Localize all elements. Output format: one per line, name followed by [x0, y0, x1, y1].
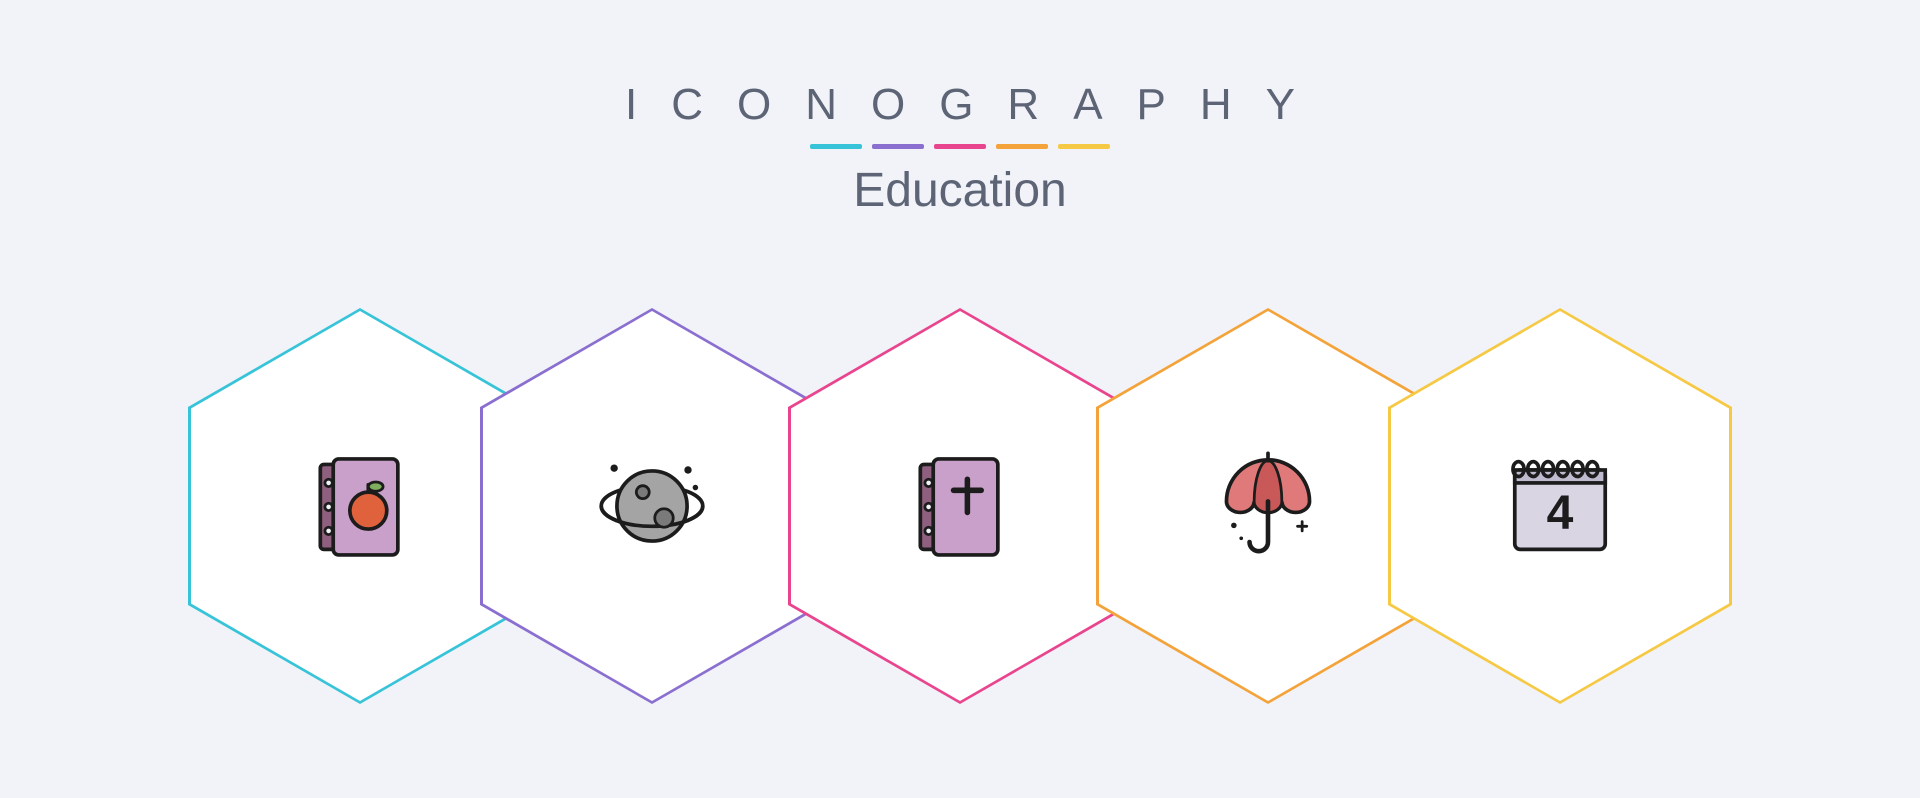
title-dividers — [591, 144, 1329, 149]
umbrella-icon — [1203, 441, 1333, 571]
hex-bible-notebook — [788, 308, 1132, 704]
notebook-apple-icon — [295, 441, 425, 571]
header: ICONOGRAPHY Education — [591, 80, 1329, 218]
hex-planet — [480, 308, 824, 704]
hex-icon-row: 4 — [0, 308, 1920, 708]
divider-segment — [934, 144, 986, 149]
calendar-day-number: 4 — [1547, 487, 1574, 540]
page-subtitle: Education — [591, 163, 1329, 218]
planet-icon — [587, 441, 717, 571]
divider-segment — [810, 144, 862, 149]
hex-calendar: 4 — [1388, 308, 1732, 704]
page-title: ICONOGRAPHY — [625, 80, 1329, 130]
bible-notebook-icon — [895, 441, 1025, 571]
divider-segment — [996, 144, 1048, 149]
divider-segment — [872, 144, 924, 149]
calendar-icon: 4 — [1495, 441, 1625, 571]
divider-segment — [1058, 144, 1110, 149]
